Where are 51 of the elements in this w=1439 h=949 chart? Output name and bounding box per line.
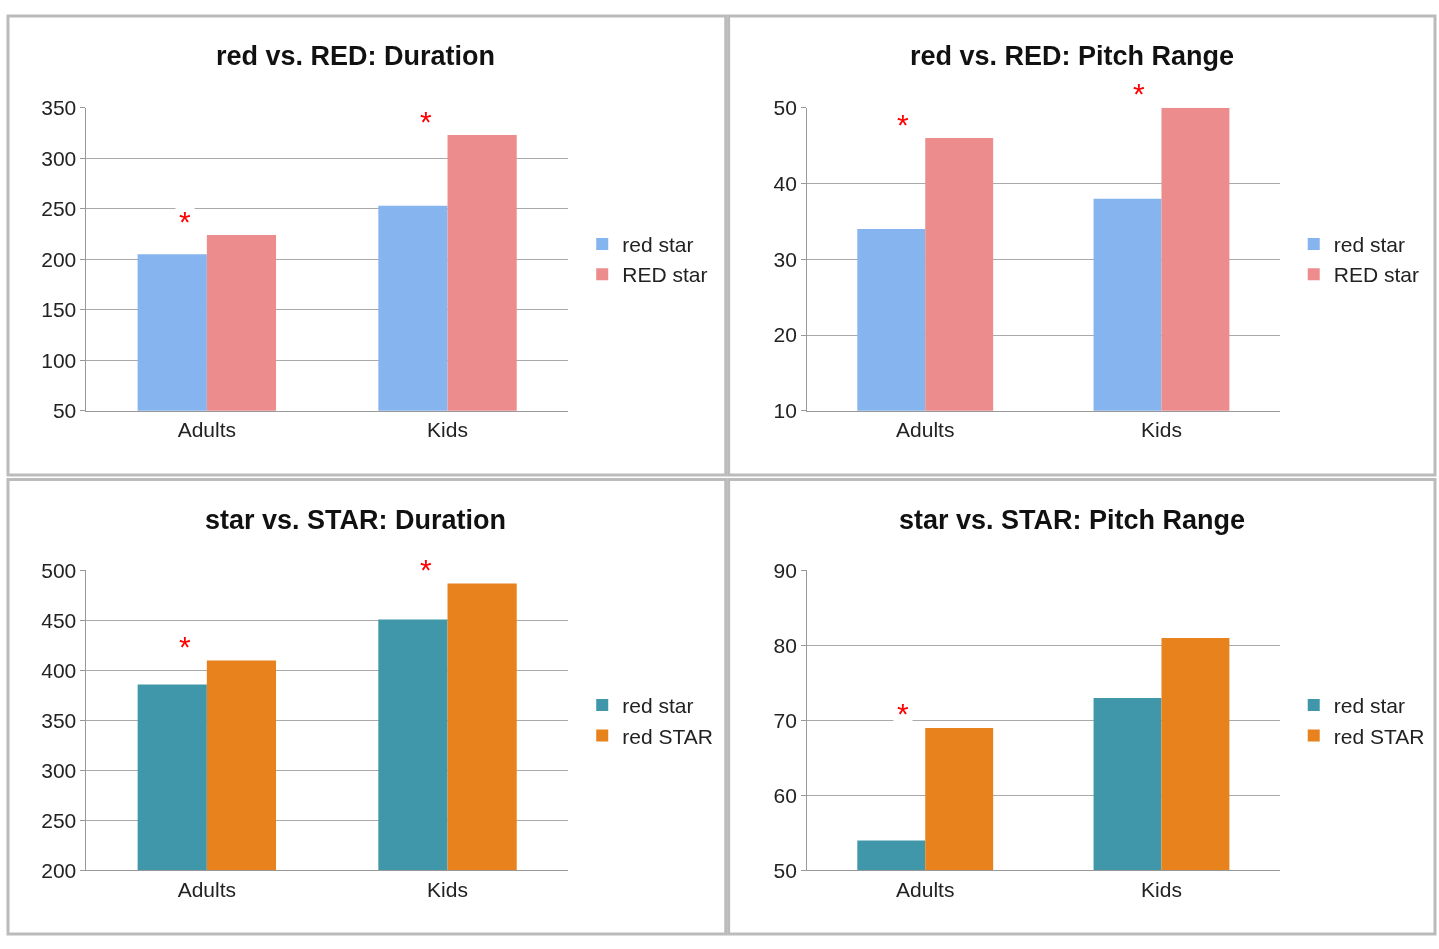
legend-label: red star — [1333, 694, 1405, 718]
chart-title: star vs. STAR: Pitch Range — [899, 505, 1246, 535]
y-tick-label: 100 — [41, 348, 77, 372]
x-tick-label: Adults — [896, 417, 955, 441]
chart-title: red vs. RED: Duration — [216, 41, 496, 71]
y-tick-label: 80 — [773, 633, 797, 657]
x-tick-label: Adults — [896, 877, 955, 901]
annotation: * — [179, 630, 191, 663]
y-tick-label: 30 — [773, 247, 797, 271]
y-tick-label: 300 — [41, 758, 77, 782]
y-tick-label: 50 — [52, 399, 77, 423]
y-tick-label: 300 — [41, 146, 77, 170]
legend-label: red star — [1333, 233, 1405, 257]
y-tick-label: 200 — [41, 858, 77, 882]
y-tick-label: 350 — [41, 708, 77, 732]
y-tick-label: 20 — [773, 323, 797, 347]
annotation: * — [179, 205, 191, 238]
legend-label: red star — [622, 694, 694, 718]
y-tick-label: 250 — [41, 808, 77, 832]
y-tick-label: 40 — [773, 171, 797, 195]
x-tick-label: Kids — [427, 417, 468, 441]
y-tick-label: 500 — [41, 558, 77, 582]
legend-label: red STAR — [622, 724, 713, 748]
annotation: * — [897, 697, 909, 730]
annotation: * — [1133, 77, 1145, 110]
y-tick-label: 10 — [773, 399, 797, 423]
y-tick-label: 450 — [41, 608, 77, 632]
x-tick-label: Adults — [177, 417, 237, 441]
annotation: * — [420, 553, 432, 586]
y-tick-label: 150 — [41, 298, 77, 322]
y-tick-label: 70 — [773, 708, 797, 732]
x-tick-label: Kids — [1141, 877, 1182, 901]
y-tick-label: 200 — [41, 247, 77, 271]
annotation: * — [420, 105, 432, 138]
legend-label: RED star — [1333, 263, 1419, 287]
y-tick-label: 60 — [773, 783, 797, 807]
legend-label: RED star — [622, 263, 708, 287]
y-tick-label: 50 — [773, 858, 797, 882]
y-tick-label: 50 — [773, 96, 797, 120]
legend-label: red STAR — [1333, 724, 1425, 748]
x-tick-label: Kids — [427, 877, 468, 901]
legend-label: red star — [622, 233, 694, 257]
x-tick-label: Adults — [177, 877, 237, 901]
y-tick-label: 350 — [41, 96, 77, 120]
chart-title: red vs. RED: Pitch Range — [910, 41, 1235, 71]
x-tick-label: Kids — [1141, 417, 1182, 441]
y-tick-label: 400 — [41, 658, 77, 682]
y-tick-label: 90 — [773, 558, 797, 582]
annotation: * — [897, 108, 909, 141]
chart-title: star vs. STAR: Duration — [205, 505, 507, 535]
y-tick-label: 250 — [41, 197, 77, 221]
